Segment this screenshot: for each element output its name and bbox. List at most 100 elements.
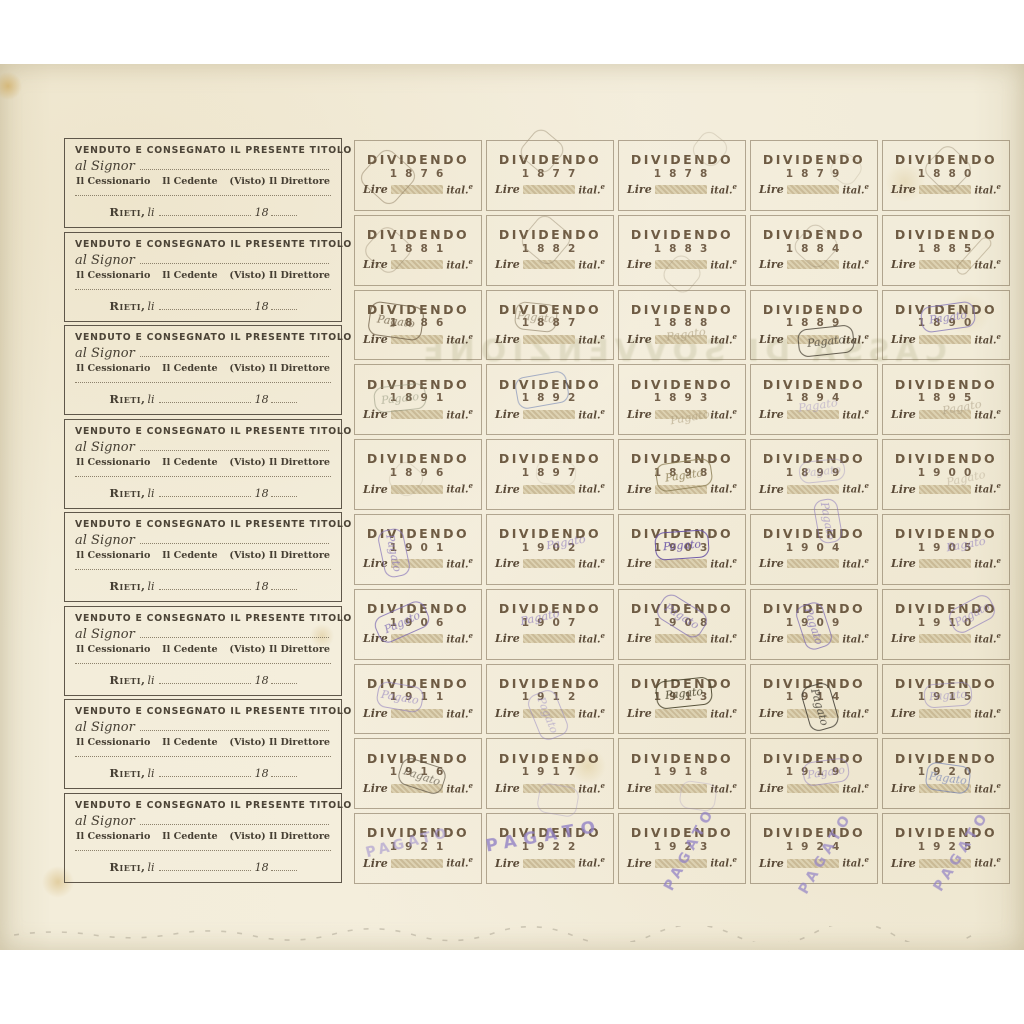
al-signor-label: al Signor	[75, 720, 135, 735]
stub-header: VENDUTO E CONSEGNATO IL PRESENTE TITOLO	[75, 238, 353, 250]
role-cessionario: Il Cessionario	[76, 737, 151, 748]
coupon-title: DIVIDENDO	[498, 750, 602, 766]
coupon-year: 1 9 0 1	[389, 541, 447, 554]
roles-row: Il Cessionario Il Cedente (Visto) Il Dir…	[75, 737, 331, 748]
ital-label: ital.e	[446, 855, 473, 870]
year-prefix: 18	[254, 860, 269, 874]
coupon-title: DIVIDENDO	[762, 675, 866, 691]
lire-label: Lire	[495, 407, 520, 421]
coupon-year: 1 8 9 1	[389, 392, 447, 405]
coupon-title: DIVIDENDO	[366, 152, 470, 168]
coupon-year: 1 9 0 0	[917, 466, 975, 479]
al-signor-label: al Signor	[75, 346, 135, 361]
lire-label: Lire	[891, 856, 916, 870]
amount-band	[522, 484, 576, 494]
amount-band	[390, 783, 444, 793]
coupon-year: 1 8 8 0	[917, 167, 975, 180]
ital-label: ital.e	[842, 481, 869, 496]
coupon-amount-line: Lire ital.e	[487, 707, 613, 720]
amount-band	[522, 334, 576, 344]
dividend-coupon: DIVIDENDO 1 9 0 3 Lire ital.e Pagato	[618, 514, 746, 585]
dividend-coupon: DIVIDENDO 1 8 9 4 Lire ital.e Pagato	[750, 364, 878, 436]
ital-label: ital.e	[578, 855, 605, 870]
coupon-year: 1 8 7 9	[785, 167, 843, 180]
lire-label: Lire	[363, 856, 388, 870]
al-signor-row: al Signor	[75, 440, 331, 455]
lire-label: Lire	[759, 706, 784, 720]
coupon-year: 1 8 8 1	[389, 242, 447, 255]
amount-band	[522, 708, 576, 718]
coupon-title: DIVIDENDO	[630, 526, 734, 542]
coupon-title: DIVIDENDO	[498, 301, 602, 317]
al-signor-label: al Signor	[75, 159, 135, 174]
roles-row: Il Cessionario Il Cedente (Visto) Il Dir…	[75, 644, 331, 655]
lire-label: Lire	[891, 632, 916, 646]
coupon-year: 1 9 0 6	[389, 616, 447, 629]
coupon-title: DIVIDENDO	[630, 376, 734, 392]
coupon-year: 1 9 0 8	[653, 616, 711, 629]
coupon-year: 1 9 0 4	[785, 541, 843, 554]
dividend-coupon: DIVIDENDO 1 8 9 7 Lire ital.e	[486, 439, 614, 510]
signature-line	[139, 533, 329, 544]
amount-band	[654, 409, 708, 419]
stub-header: VENDUTO E CONSEGNATO IL PRESENTE TITOLO	[75, 519, 353, 530]
lire-label: Lire	[627, 258, 652, 272]
lire-label: Lire	[363, 781, 388, 795]
coupon-year: 1 9 1 5	[917, 691, 975, 704]
role-direttore: (Visto) Il Direttore	[229, 737, 330, 748]
coupon-year: 1 9 1 8	[653, 766, 711, 779]
coupon-year: 1 8 7 7	[521, 167, 579, 180]
date-fill-line	[158, 206, 251, 216]
amount-band	[786, 708, 840, 718]
stub-header: VENDUTO E CONSEGNATO IL PRESENTE TITOLO	[75, 799, 353, 811]
amount-band	[390, 409, 444, 419]
pencil-scribble	[14, 926, 974, 942]
coupon-amount-line: Lire ital.e	[883, 632, 1009, 645]
ital-label: ital.e	[710, 331, 737, 347]
lire-label: Lire	[759, 332, 784, 346]
lire-label: Lire	[495, 706, 520, 720]
amount-band	[390, 708, 444, 718]
stub-header: VENDUTO E CONSEGNATO IL PRESENTE TITOLO	[75, 145, 353, 156]
signature-line	[139, 159, 329, 170]
coupon-title: DIVIDENDO	[366, 526, 470, 542]
ital-label: ital.e	[974, 556, 1001, 571]
ital-label: ital.e	[842, 780, 869, 795]
ital-label: ital.e	[446, 780, 473, 795]
coupon-amount-line: Lire ital.e	[883, 782, 1009, 795]
amount-band	[390, 185, 444, 195]
role-direttore: (Visto) Il Direttore	[229, 363, 330, 374]
role-cedente: Il Cedente	[162, 363, 218, 374]
coupon-year: 1 8 8 4	[785, 242, 843, 255]
al-signor-label: al Signor	[75, 626, 135, 642]
lire-label: Lire	[759, 258, 784, 272]
dividend-coupon: DIVIDENDO 1 8 9 6 Lire ital.e	[354, 439, 482, 510]
role-cedente: Il Cedente	[162, 737, 218, 748]
coupon-title: DIVIDENDO	[894, 825, 998, 841]
dividend-coupon: DIVIDENDO 1 8 9 1 Lire ital.e Pagato	[354, 364, 482, 436]
amount-band	[918, 708, 972, 718]
year-fill-line	[270, 206, 297, 216]
amount-band	[390, 260, 444, 270]
amount-band	[522, 858, 576, 868]
dividend-coupon: DIVIDENDO 1 9 1 8 Lire ital.e	[618, 738, 746, 813]
signature-line	[139, 253, 329, 264]
dividend-coupon: DIVIDENDO 1 8 8 1 Lire ital.e	[354, 214, 482, 286]
dividend-coupon: DIVIDENDO 1 9 2 1 Lire ital.e PAGATO	[354, 813, 482, 884]
coupon-amount-line: Lire ital.e	[751, 183, 877, 196]
dividend-coupon: DIVIDENDO 1 9 2 2 Lire ital.e PAGATO	[484, 813, 614, 884]
amount-band	[786, 783, 840, 793]
amount-band	[522, 185, 576, 195]
ital-label: ital.e	[974, 331, 1001, 347]
dividend-coupon: DIVIDENDO 1 9 0 1 Lire ital.e Pagato	[354, 514, 482, 585]
dividend-coupon: DIVIDENDO 1 9 0 8 Lire ital.e Pagato	[618, 588, 746, 660]
lire-label: Lire	[495, 183, 520, 197]
amount-band	[918, 185, 972, 195]
dividend-coupon: DIVIDENDO 1 9 0 2 Lire ital.e Pagato	[486, 514, 614, 585]
dividend-coupon: DIVIDENDO 1 8 8 0 Lire ital.e	[882, 140, 1010, 211]
dividend-coupon: DIVIDENDO 1 9 0 0 Lire ital.e Pagato	[882, 439, 1010, 510]
coupon-title: DIVIDENDO	[366, 301, 470, 317]
lire-label: Lire	[363, 706, 388, 720]
coupon-amount-line: Lire ital.e	[487, 333, 613, 346]
coupon-year: 1 8 9 3	[653, 392, 711, 405]
